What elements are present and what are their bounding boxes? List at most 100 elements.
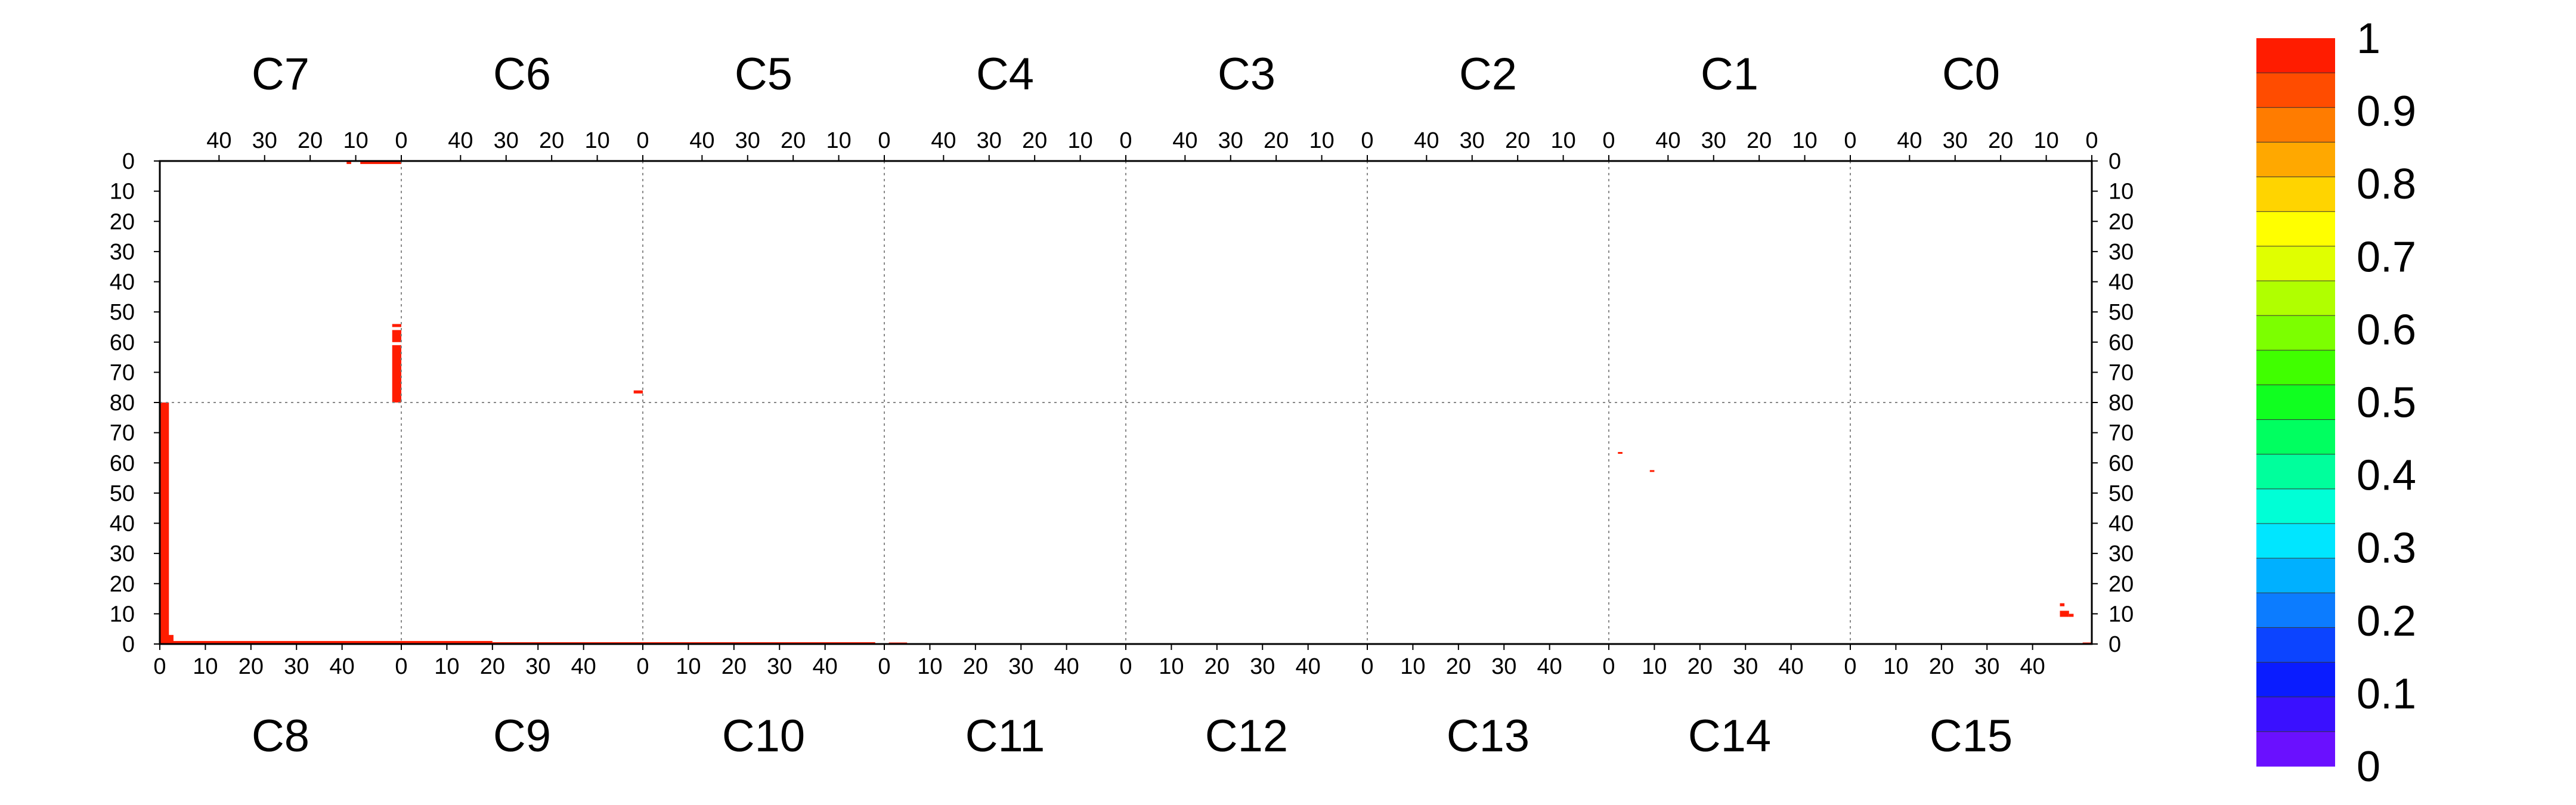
x-tick-label-bottom: 40	[2020, 654, 2045, 679]
y-tick-label-right: 80	[2109, 391, 2134, 416]
x-tick-label-bottom: 30	[1491, 654, 1516, 679]
x-tick-label-top: 40	[1172, 128, 1197, 153]
x-tick-label-bottom: 40	[1296, 654, 1321, 679]
y-tick-label-left: 60	[110, 330, 135, 355]
x-tick-label-top: 20	[1505, 128, 1530, 153]
x-tick-label-top: 40	[1414, 128, 1439, 153]
x-tick-label-top: 20	[539, 128, 564, 153]
colorbar-segment	[2256, 142, 2335, 178]
y-tick-label-left: 10	[110, 602, 135, 627]
x-tick-label-top: 0	[636, 128, 649, 153]
panel-label-top: C3	[1218, 49, 1275, 100]
x-tick-label-bottom: 0	[395, 654, 407, 679]
heatmap-cell	[2060, 603, 2065, 606]
y-tick-label-right: 0	[2109, 149, 2121, 174]
heatmap-cell	[346, 161, 351, 165]
colorbar-segment	[2256, 177, 2335, 212]
heatmap-cell	[401, 640, 493, 644]
colorbar: 0 0.1 0.2 0.3 0.4 0.5 0.6 0.7 0.8 0.9 1	[2256, 15, 2416, 791]
y-tick-label-left: 40	[110, 270, 135, 295]
panel-label-bottom: C9	[493, 711, 551, 761]
colorbar-tick-label: 0.5	[2357, 379, 2416, 427]
y-tick-label-right: 0	[2109, 632, 2121, 657]
x-tick-label-bottom: 0	[1361, 654, 1373, 679]
y-tick-label-right: 40	[2109, 512, 2134, 537]
x-tick-label-top: 30	[494, 128, 519, 153]
y-tick-label-left: 50	[110, 300, 135, 325]
colorbar-segment	[2256, 350, 2335, 386]
colorbar-tick-label: 0.1	[2357, 670, 2416, 718]
x-tick-label-bottom: 30	[284, 654, 309, 679]
y-tick-label-right: 10	[2109, 602, 2134, 627]
x-tick-label-bottom: 0	[1119, 654, 1132, 679]
x-tick-label-top: 10	[343, 128, 368, 153]
y-tick-label-left: 50	[110, 481, 135, 506]
y-tick-label-right: 50	[2109, 481, 2134, 506]
colorbar-segment	[2256, 627, 2335, 663]
x-tick-label-top: 20	[1264, 128, 1289, 153]
y-tick-label-left: 30	[110, 541, 135, 566]
x-tick-label-top: 10	[1550, 128, 1575, 153]
x-tick-label-top: 10	[826, 128, 851, 153]
x-tick-label-bottom: 40	[1054, 654, 1079, 679]
colorbar-segment	[2256, 107, 2335, 143]
x-tick-label-bottom: 40	[1537, 654, 1562, 679]
x-tick-label-bottom: 30	[767, 654, 792, 679]
colorbar-tick-label: 0.6	[2357, 306, 2416, 354]
x-tick-label-bottom: 30	[1974, 654, 1999, 679]
y-tick-label-right: 50	[2109, 300, 2134, 325]
y-tick-label-right: 70	[2109, 360, 2134, 385]
y-tick-label-left: 20	[110, 209, 135, 234]
colorbar-tick-label: 0.2	[2357, 597, 2416, 645]
x-tick-label-bottom: 40	[571, 654, 596, 679]
colorbar-segment	[2256, 38, 2335, 73]
heatmap-cell	[2069, 614, 2074, 617]
y-tick-label-left: 0	[122, 632, 135, 657]
x-tick-label-bottom: 0	[878, 654, 890, 679]
panel-label-bottom: C14	[1688, 711, 1771, 761]
colorbar-tick-label: 0.8	[2357, 160, 2416, 208]
colorbar-segment	[2256, 246, 2335, 281]
x-tick-label-top: 30	[1701, 128, 1726, 153]
colorbar-segment	[2256, 731, 2335, 767]
x-tick-label-top: 0	[395, 128, 407, 153]
y-tick-label-right: 30	[2109, 240, 2134, 265]
x-tick-label-bottom: 20	[722, 654, 747, 679]
x-tick-label-top: 10	[1067, 128, 1092, 153]
heatmap-cell	[360, 161, 401, 165]
x-tick-label-bottom: 10	[1883, 654, 1908, 679]
heatmap-cell	[1618, 452, 1623, 454]
heatmap-cell	[392, 330, 401, 342]
x-tick-label-top: 30	[735, 128, 760, 153]
heatmap-cell	[160, 640, 401, 644]
x-tick-label-bottom: 10	[676, 654, 701, 679]
colorbar-segment	[2256, 524, 2335, 559]
panel-label-bottom: C10	[722, 711, 805, 761]
x-tick-label-top: 20	[298, 128, 323, 153]
x-tick-label-bottom: 10	[1642, 654, 1667, 679]
y-tick-label-right: 60	[2109, 451, 2134, 476]
x-tick-label-bottom: 0	[153, 654, 166, 679]
heatmap-cell	[392, 324, 401, 327]
x-tick-label-top: 20	[1022, 128, 1047, 153]
x-tick-label-bottom: 20	[1688, 654, 1713, 679]
x-tick-label-bottom: 0	[636, 654, 649, 679]
colorbar-segment	[2256, 593, 2335, 628]
x-tick-label-top: 0	[1844, 128, 1856, 153]
colorbar-tick-label: 0.3	[2357, 525, 2416, 572]
panel-label-bottom: C12	[1205, 711, 1288, 761]
x-tick-label-bottom: 10	[434, 654, 459, 679]
y-tick-label-left: 0	[122, 149, 135, 174]
colorbar-segment	[2256, 558, 2335, 593]
x-tick-label-top: 20	[781, 128, 806, 153]
x-tick-label-top: 20	[1988, 128, 2013, 153]
x-tick-label-bottom: 40	[813, 654, 838, 679]
x-tick-label-bottom: 30	[1008, 654, 1033, 679]
panel-label-top: C6	[493, 49, 551, 100]
panel-labels: C7 C6 C5 C4 C3 C2 C1 C0 C8 C9 C10 C11 C12 C13 C14 C15	[252, 49, 2012, 761]
colorbar-tick-label: 0.7	[2357, 233, 2416, 281]
heatmap-cell	[160, 402, 169, 644]
x-tick-label-bottom: 20	[1446, 654, 1471, 679]
panel-label-top: C2	[1459, 49, 1517, 100]
y-tick-label-right: 10	[2109, 179, 2134, 205]
